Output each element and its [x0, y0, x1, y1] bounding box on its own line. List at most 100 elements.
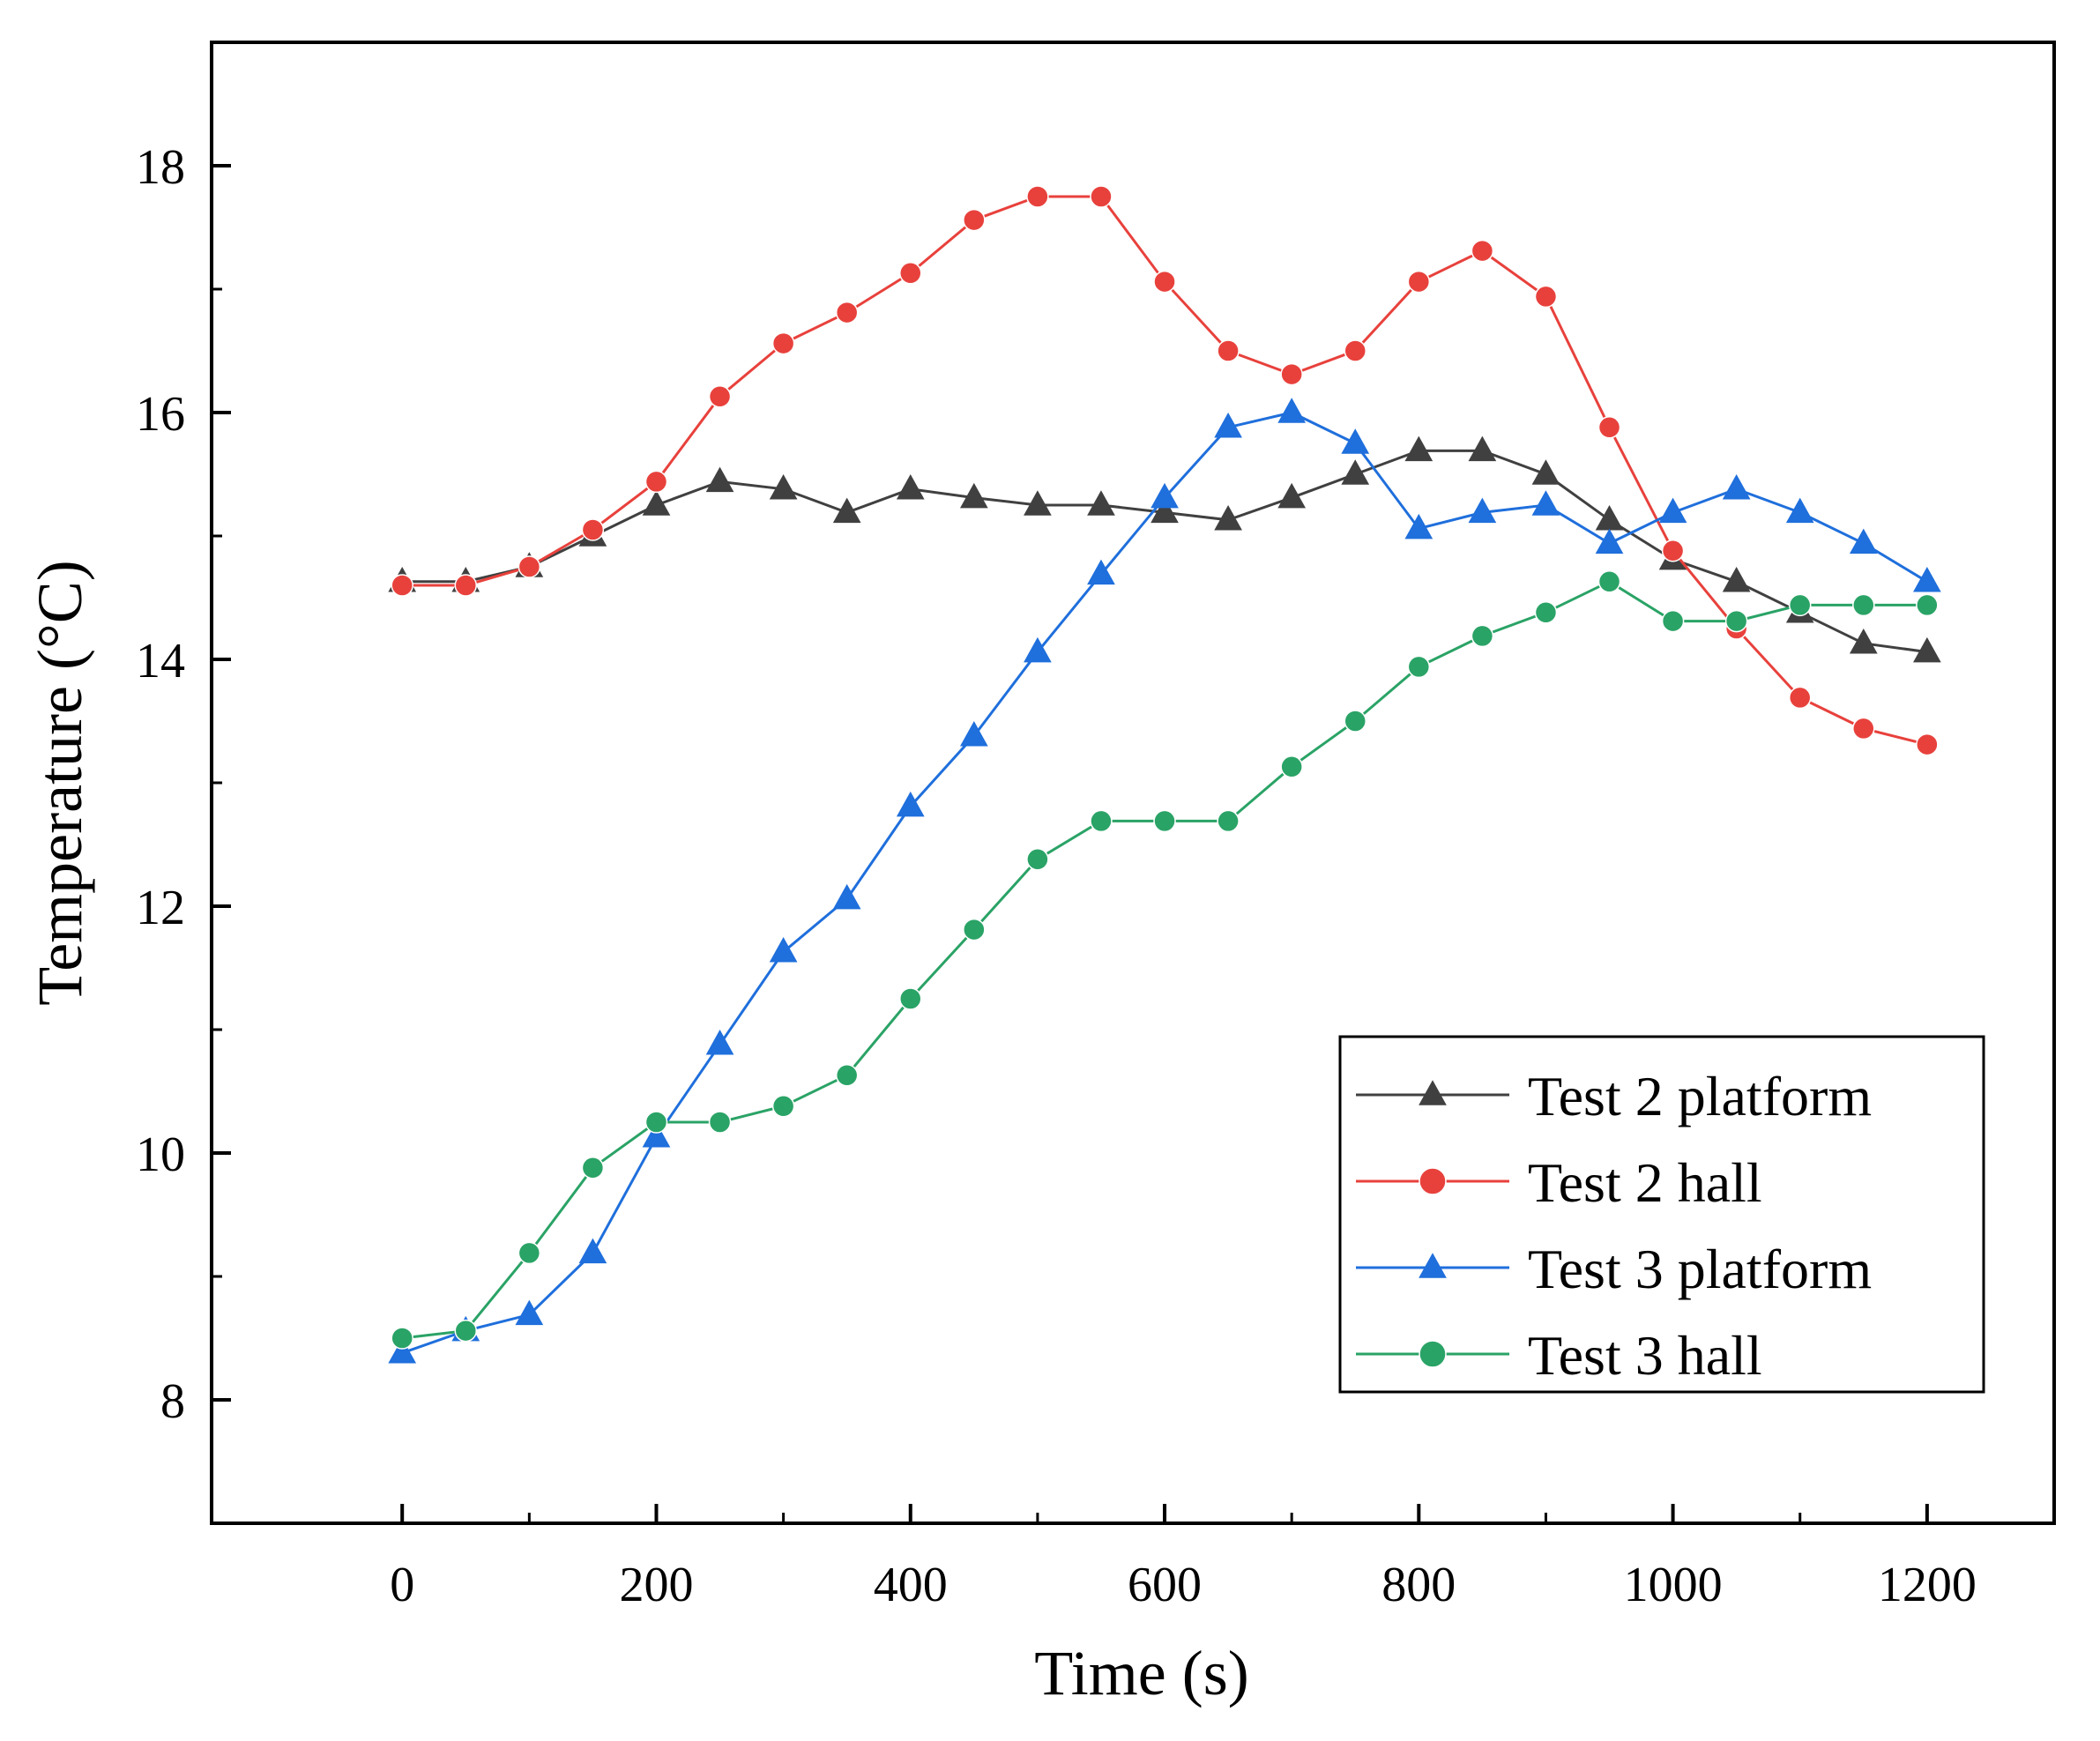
data-point-test-3-platform	[1531, 490, 1560, 516]
data-point-test-3-hall	[1534, 601, 1558, 624]
data-point-test-3-platform	[642, 1122, 671, 1148]
data-point-test-2-hall	[1471, 239, 1494, 263]
data-point-test-3-platform	[1468, 497, 1497, 524]
series-test-3-hall	[391, 570, 1939, 1350]
data-point-test-2-hall	[1344, 339, 1366, 362]
x-tick-label-1200: 1200	[1878, 1558, 1977, 1612]
data-point-test-3-platform	[1722, 474, 1751, 500]
y-tick-label-12: 12	[136, 881, 185, 935]
data-point-test-3-hall	[1280, 755, 1303, 778]
data-point-test-2-platform	[832, 497, 861, 524]
data-point-test-2-platform	[1214, 505, 1242, 531]
data-point-test-2-platform	[959, 482, 988, 509]
data-point-test-3-hall	[1724, 609, 1748, 633]
x-axis-title: Time (s)	[1034, 1638, 1248, 1708]
data-point-test-3-hall	[1090, 809, 1113, 833]
data-point-test-2-hall	[518, 555, 541, 578]
x-tick-label-1000: 1000	[1624, 1558, 1723, 1612]
legend-entry-test-2-platform: Test 2 platform	[1356, 1065, 1872, 1127]
data-point-test-3-platform	[515, 1299, 544, 1326]
data-point-test-2-platform	[1341, 459, 1370, 485]
data-point-test-3-hall	[835, 1064, 859, 1087]
legend: Test 2 platform Test 2 hall Test 3 platfor…	[1338, 1035, 1985, 1394]
data-point-test-3-hall	[1788, 593, 1812, 617]
data-point-test-2-platform	[896, 474, 925, 500]
data-point-test-2-platform	[1151, 497, 1179, 524]
data-point-test-3-platform	[1024, 636, 1052, 663]
data-point-test-3-hall	[708, 1111, 732, 1134]
x-tick-label-200: 200	[619, 1558, 693, 1612]
x-tick-label-0: 0	[390, 1558, 414, 1612]
data-point-test-2-platform	[642, 490, 671, 516]
data-point-test-2-hall	[1852, 717, 1875, 740]
data-point-test-2-hall	[581, 518, 605, 541]
data-point-test-2-hall	[1217, 339, 1240, 362]
data-point-test-2-platform	[705, 466, 734, 493]
data-point-test-2-hall	[835, 301, 859, 324]
series-layer	[388, 185, 1941, 1364]
data-point-test-3-hall	[1153, 809, 1176, 833]
data-point-test-3-hall	[1597, 570, 1621, 593]
data-point-test-3-platform	[578, 1238, 607, 1264]
data-point-test-2-hall	[1090, 185, 1113, 208]
x-tick-label-400: 400	[874, 1558, 948, 1612]
legend-label: Test 3 platform	[1528, 1238, 1872, 1300]
legend-marker	[1419, 1340, 1447, 1368]
data-point-test-2-hall	[1916, 733, 1939, 756]
data-point-test-2-hall	[1407, 270, 1431, 294]
data-point-test-2-platform	[1404, 435, 1434, 462]
data-point-test-2-platform	[1913, 636, 1941, 663]
data-point-test-3-platform	[388, 1338, 417, 1364]
data-point-test-3-platform	[1404, 513, 1434, 539]
legend-entry-test-3-hall: Test 3 hall	[1356, 1324, 1762, 1387]
data-point-test-2-platform	[1849, 629, 1878, 654]
legend-label: Test 3 hall	[1528, 1324, 1762, 1387]
data-point-test-3-hall	[1852, 593, 1875, 617]
data-point-test-3-platform	[832, 883, 861, 910]
y-tick-label-18: 18	[136, 140, 185, 195]
data-point-test-3-hall	[518, 1241, 541, 1265]
data-point-test-3-hall	[1916, 593, 1939, 617]
data-point-test-2-hall	[1597, 416, 1621, 439]
data-point-test-3-hall	[454, 1319, 478, 1343]
data-point-test-3-hall	[1026, 848, 1049, 871]
data-point-test-3-hall	[1471, 624, 1494, 648]
data-point-test-3-platform	[1913, 567, 1941, 592]
data-point-test-2-hall	[1280, 362, 1303, 386]
data-point-test-2-platform	[769, 474, 798, 500]
data-point-test-2-hall	[1788, 686, 1812, 710]
data-point-test-2-hall	[391, 574, 413, 597]
data-point-test-2-platform	[1531, 459, 1560, 485]
data-point-test-3-hall	[391, 1327, 413, 1350]
legend-marker	[1419, 1167, 1447, 1195]
data-point-test-2-hall	[1153, 270, 1176, 294]
legend-label: Test 2 hall	[1528, 1151, 1762, 1214]
y-tick-label-16: 16	[136, 387, 185, 442]
data-point-test-2-platform	[1277, 482, 1307, 509]
data-point-test-3-platform	[1341, 428, 1370, 454]
data-point-test-3-platform	[1151, 482, 1179, 509]
x-tick-label-800: 800	[1381, 1558, 1456, 1612]
series-test-2-hall	[391, 185, 1939, 756]
y-tick-label-14: 14	[136, 634, 185, 688]
plot-frame	[210, 41, 2056, 1525]
data-point-test-3-hall	[899, 987, 922, 1010]
y-axis-title: Temperature (°C)	[25, 560, 95, 1006]
series-test-3-platform	[388, 398, 1941, 1364]
data-point-test-3-hall	[771, 1095, 795, 1118]
data-point-test-3-hall	[963, 918, 986, 941]
data-point-test-2-hall	[1026, 185, 1049, 208]
data-point-test-3-platform	[705, 1030, 734, 1055]
data-point-test-3-platform	[1087, 559, 1115, 585]
data-point-test-3-hall	[644, 1111, 668, 1134]
data-point-test-3-platform	[1849, 528, 1878, 554]
data-point-test-2-platform	[1087, 490, 1115, 516]
data-point-test-2-hall	[454, 574, 478, 597]
data-point-test-2-platform	[1024, 490, 1052, 516]
data-point-test-3-platform	[896, 791, 925, 817]
legend-marker	[1419, 1080, 1447, 1105]
data-point-test-3-platform	[959, 721, 988, 747]
data-point-test-2-hall	[1661, 539, 1685, 562]
